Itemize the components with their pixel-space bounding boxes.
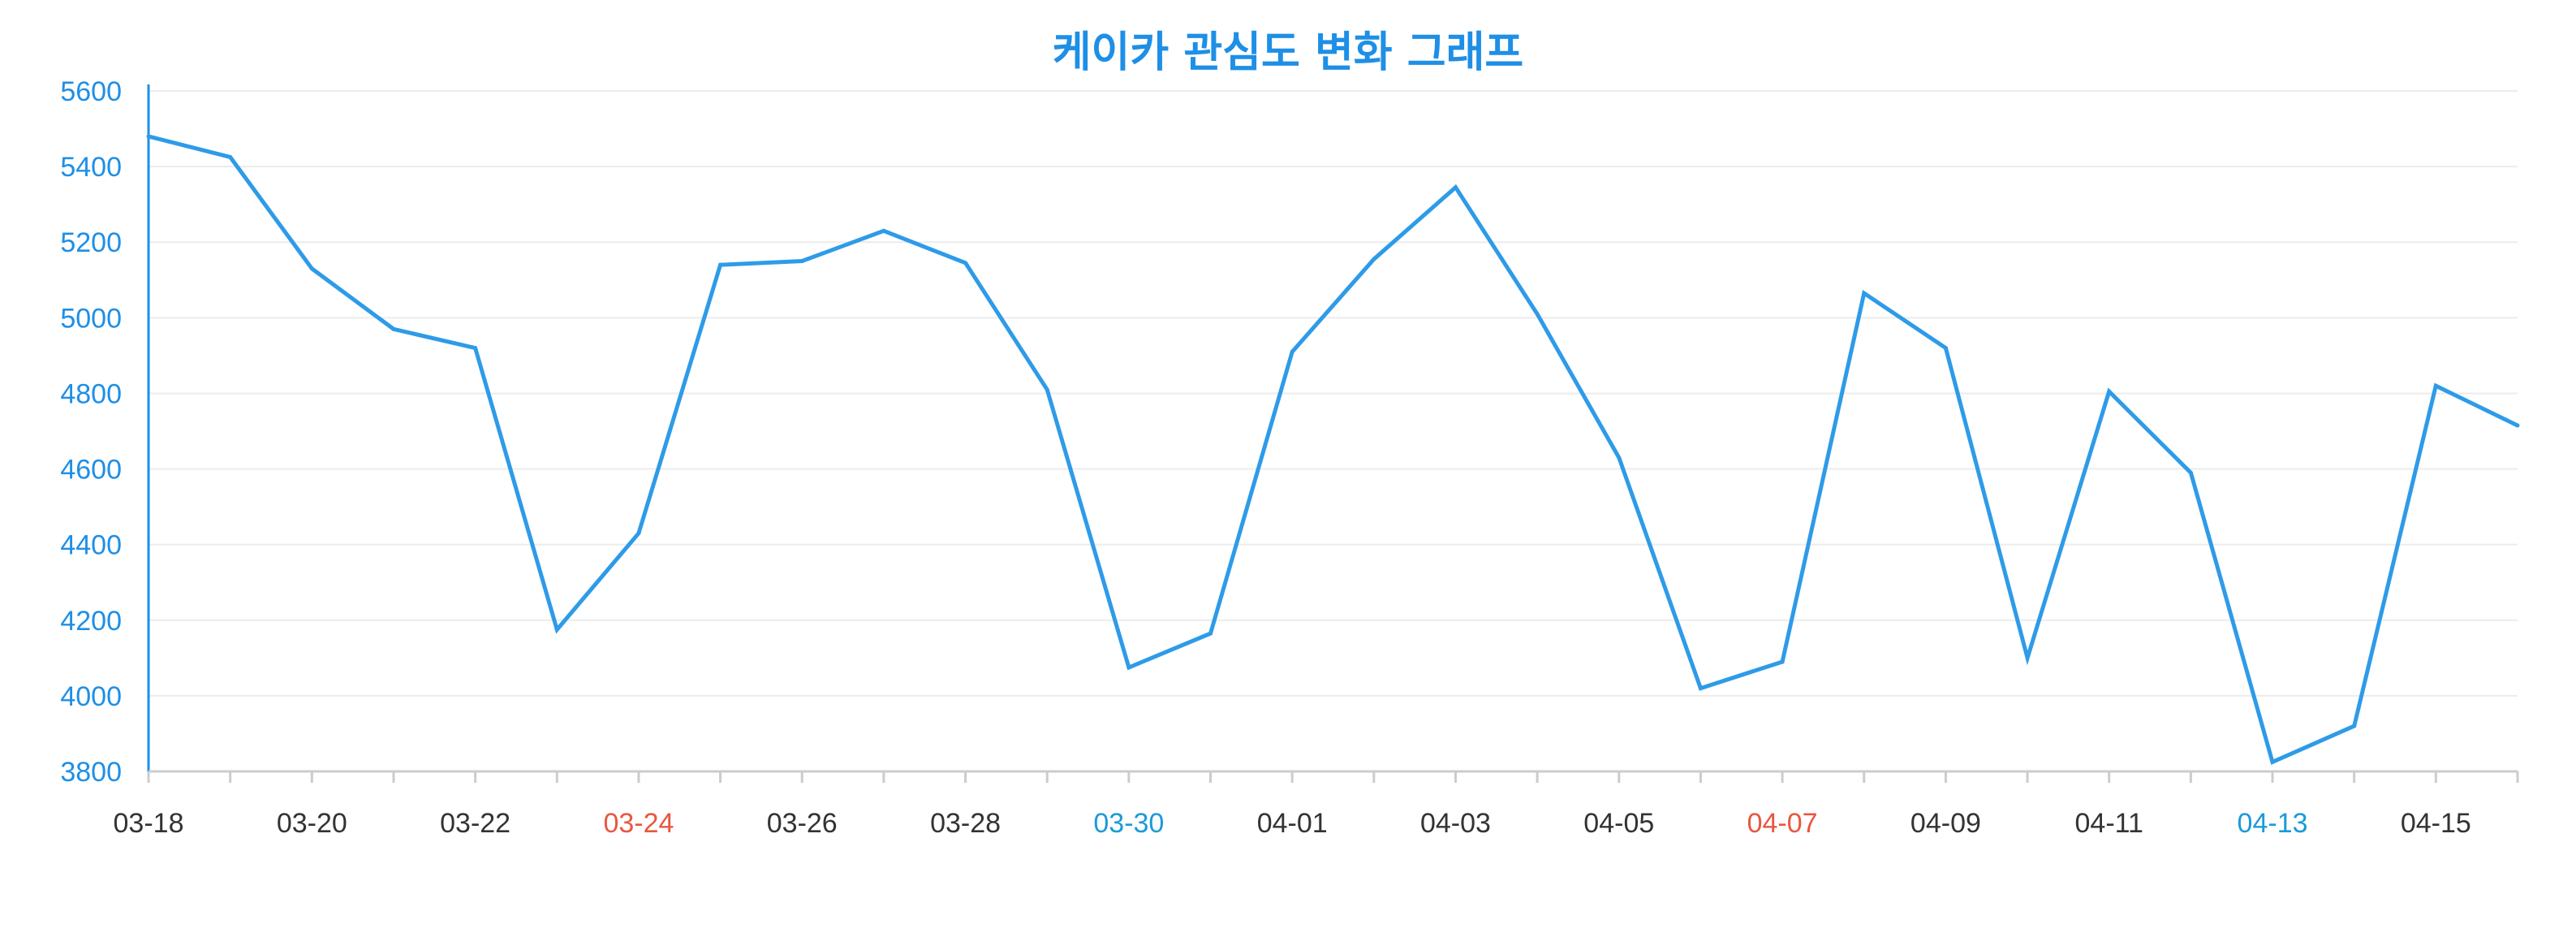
- x-tick-label: 03-30: [1093, 808, 1164, 839]
- data-point: [881, 228, 886, 233]
- x-tick-label: 04-03: [1420, 808, 1491, 839]
- data-point: [391, 326, 396, 331]
- y-tick-label: 5000: [60, 303, 122, 334]
- data-point: [1126, 665, 1131, 670]
- x-tick-label: 03-22: [440, 808, 510, 839]
- x-tick-label: 03-28: [930, 808, 1001, 839]
- x-axis: 03-18 03-20 03-22 03-24 03-26 03-28 03-30 04-01…: [114, 770, 2519, 839]
- data-point: [2270, 759, 2275, 764]
- y-axis: 3800 4000 4200 4400 4600 4800 5000 5200 5400 5600: [60, 76, 150, 788]
- x-tick-label: 04-09: [1910, 808, 1981, 839]
- x-tick-label: 03-18: [114, 808, 184, 839]
- x-tick-label: 04-11: [2075, 808, 2143, 839]
- data-point: [718, 262, 723, 267]
- data-point: [146, 134, 151, 139]
- x-tick-label: 04-05: [1583, 808, 1654, 839]
- data-point: [1208, 631, 1213, 636]
- data-point: [1535, 312, 1540, 317]
- data-point: [1372, 257, 1376, 261]
- data-point: [228, 154, 233, 159]
- x-tick-label: 04-07: [1747, 808, 1818, 839]
- data-point: [473, 346, 478, 351]
- chart-title: 케이카 관심도 변화 그래프: [1053, 28, 1524, 77]
- data-point: [2107, 389, 2112, 394]
- data-point: [2352, 724, 2357, 728]
- series-line: [148, 134, 2519, 765]
- y-tick-label: 4400: [60, 530, 122, 561]
- y-tick-label: 4800: [60, 378, 122, 409]
- x-tick-label: 04-13: [2238, 808, 2308, 839]
- data-point: [1698, 686, 1703, 691]
- data-point: [1862, 291, 1867, 296]
- data-point: [1045, 387, 1049, 392]
- data-point: [1943, 346, 1948, 351]
- y-tick-label: 3800: [60, 757, 122, 788]
- data-point: [799, 259, 804, 263]
- y-tick-label: 4600: [60, 455, 122, 486]
- x-tick-label: 04-01: [1257, 808, 1328, 839]
- x-tick-label: 04-15: [2401, 808, 2471, 839]
- data-point: [554, 627, 559, 632]
- data-point: [636, 531, 641, 536]
- data-point: [2515, 423, 2520, 428]
- data-point: [2188, 470, 2193, 475]
- y-tick-label: 4000: [60, 681, 122, 712]
- x-tick-label: 03-24: [603, 808, 674, 839]
- data-point: [2433, 383, 2438, 388]
- series-layer: [146, 134, 2520, 765]
- grid-lines: [149, 90, 2518, 697]
- x-tick-label: 03-20: [277, 808, 347, 839]
- data-point: [309, 266, 314, 271]
- data-point: [1617, 456, 1622, 460]
- data-point: [963, 261, 968, 266]
- x-tick-label: 03-26: [767, 808, 838, 839]
- y-tick-label: 5600: [60, 76, 122, 107]
- data-point: [1290, 349, 1294, 354]
- data-point: [1780, 659, 1785, 664]
- y-tick-label: 5400: [60, 152, 122, 183]
- y-tick-label: 5200: [60, 227, 122, 258]
- data-point: [2025, 655, 2030, 660]
- y-tick-label: 4200: [60, 606, 122, 637]
- data-point: [1453, 185, 1458, 190]
